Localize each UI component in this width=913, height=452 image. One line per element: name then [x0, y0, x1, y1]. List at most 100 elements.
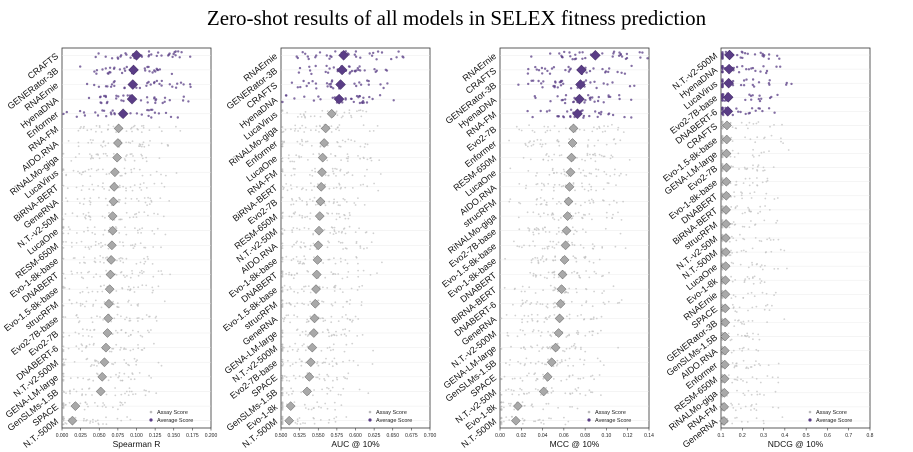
- assay-score-dot: [521, 321, 523, 324]
- assay-score-dot: [641, 51, 644, 54]
- average-score-marker: [550, 342, 561, 353]
- average-score-marker: [113, 123, 124, 134]
- assay-score-dot: [357, 262, 359, 265]
- assay-score-dot: [344, 97, 347, 100]
- assay-score-dot: [332, 170, 334, 173]
- assay-score-dot: [599, 113, 602, 116]
- assay-score-dot: [358, 285, 361, 288]
- assay-score-dot: [80, 271, 83, 274]
- assay-score-dot: [594, 160, 597, 163]
- assay-score-dot: [291, 229, 293, 232]
- assay-score-dot: [569, 108, 573, 112]
- assay-score-dot: [534, 245, 536, 247]
- assay-score-dot: [108, 66, 112, 70]
- assay-score-dot: [560, 154, 563, 156]
- assay-score-dot: [548, 109, 551, 112]
- assay-score-dot: [134, 393, 137, 395]
- assay-score-dot: [544, 363, 546, 366]
- assay-score-dot: [721, 140, 724, 143]
- assay-score-dot: [586, 154, 589, 157]
- assay-score-dot: [536, 378, 539, 381]
- assay-score-dot: [103, 404, 106, 406]
- average-score-marker: [564, 181, 575, 192]
- assay-score-dot: [62, 169, 65, 172]
- assay-score-dot: [721, 239, 724, 242]
- assay-score-dot: [153, 212, 156, 215]
- average-score-marker: [724, 49, 735, 61]
- assay-score-dot: [588, 183, 591, 186]
- assay-score-dot: [619, 232, 622, 235]
- assay-score-dot: [62, 184, 65, 187]
- assay-score-dot: [520, 347, 522, 350]
- assay-score-dot: [586, 144, 589, 147]
- assay-score-dot: [281, 272, 284, 275]
- assay-score-dot: [163, 185, 166, 188]
- assay-score-dot: [180, 51, 183, 54]
- assay-score-dot: [294, 377, 297, 380]
- assay-score-dot: [79, 304, 82, 307]
- assay-score-dot: [753, 191, 756, 194]
- assay-score-dot: [577, 211, 580, 214]
- assay-score-dot: [570, 345, 573, 348]
- assay-score-dot: [532, 329, 535, 331]
- assay-score-dot: [129, 142, 132, 144]
- x-axis-label: Spearman R: [113, 439, 161, 449]
- assay-score-dot: [528, 228, 531, 230]
- assay-score-dot: [564, 392, 567, 395]
- assay-score-dot: [746, 332, 749, 335]
- assay-score-dot: [780, 137, 782, 140]
- assay-score-dot: [123, 67, 126, 70]
- assay-score-dot: [322, 361, 325, 364]
- assay-score-dot: [92, 139, 94, 142]
- assay-score-dot: [336, 378, 339, 381]
- average-score-marker: [110, 167, 120, 178]
- assay-score-dot: [289, 286, 291, 288]
- assay-score-dot: [316, 401, 319, 404]
- assay-score-dot: [334, 420, 337, 423]
- assay-score-dot: [745, 367, 747, 369]
- assay-score-dot: [545, 363, 548, 366]
- assay-score-dot: [612, 52, 615, 55]
- assay-score-dot: [131, 270, 133, 272]
- assay-score-dot: [343, 227, 346, 230]
- assay-score-dot: [529, 303, 531, 306]
- assay-score-dot: [552, 289, 555, 292]
- assay-score-dot: [68, 401, 71, 404]
- assay-score-dot: [112, 125, 115, 128]
- assay-score-dot: [552, 240, 555, 243]
- assay-score-dot: [379, 173, 382, 175]
- assay-score-dot: [590, 375, 592, 378]
- assay-score-dot: [593, 245, 596, 248]
- assay-score-dot: [739, 56, 742, 59]
- assay-score-dot: [93, 328, 96, 331]
- assay-score-dot: [749, 192, 751, 195]
- average-score-marker: [109, 181, 120, 192]
- assay-score-dot: [110, 350, 113, 353]
- assay-score-dot: [373, 68, 376, 71]
- assay-score-dot: [750, 220, 752, 222]
- assay-score-dot: [358, 227, 360, 230]
- assay-score-dot: [732, 306, 735, 308]
- assay-score-dot: [131, 329, 134, 332]
- assay-score-dot: [740, 378, 742, 381]
- assay-score-dot: [141, 335, 144, 338]
- assay-score-dot: [145, 314, 148, 316]
- assay-score-dot: [721, 374, 724, 376]
- assay-score-dot: [148, 70, 151, 73]
- assay-score-dot: [508, 402, 510, 405]
- assay-score-dot: [129, 319, 132, 322]
- assay-score-dot: [283, 284, 286, 287]
- assay-score-dot: [65, 110, 69, 114]
- assay-score-dot: [748, 336, 750, 338]
- assay-score-dot: [144, 69, 147, 72]
- assay-score-dot: [721, 127, 724, 130]
- assay-score-dot: [105, 393, 108, 396]
- assay-score-dot: [602, 82, 605, 85]
- assay-score-dot: [531, 258, 534, 260]
- assay-score-dot: [751, 154, 754, 157]
- x-axis-label: MCC @ 10%: [550, 439, 600, 449]
- assay-score-dot: [294, 127, 297, 130]
- assay-score-dot: [547, 213, 549, 216]
- assay-score-dot: [330, 80, 334, 83]
